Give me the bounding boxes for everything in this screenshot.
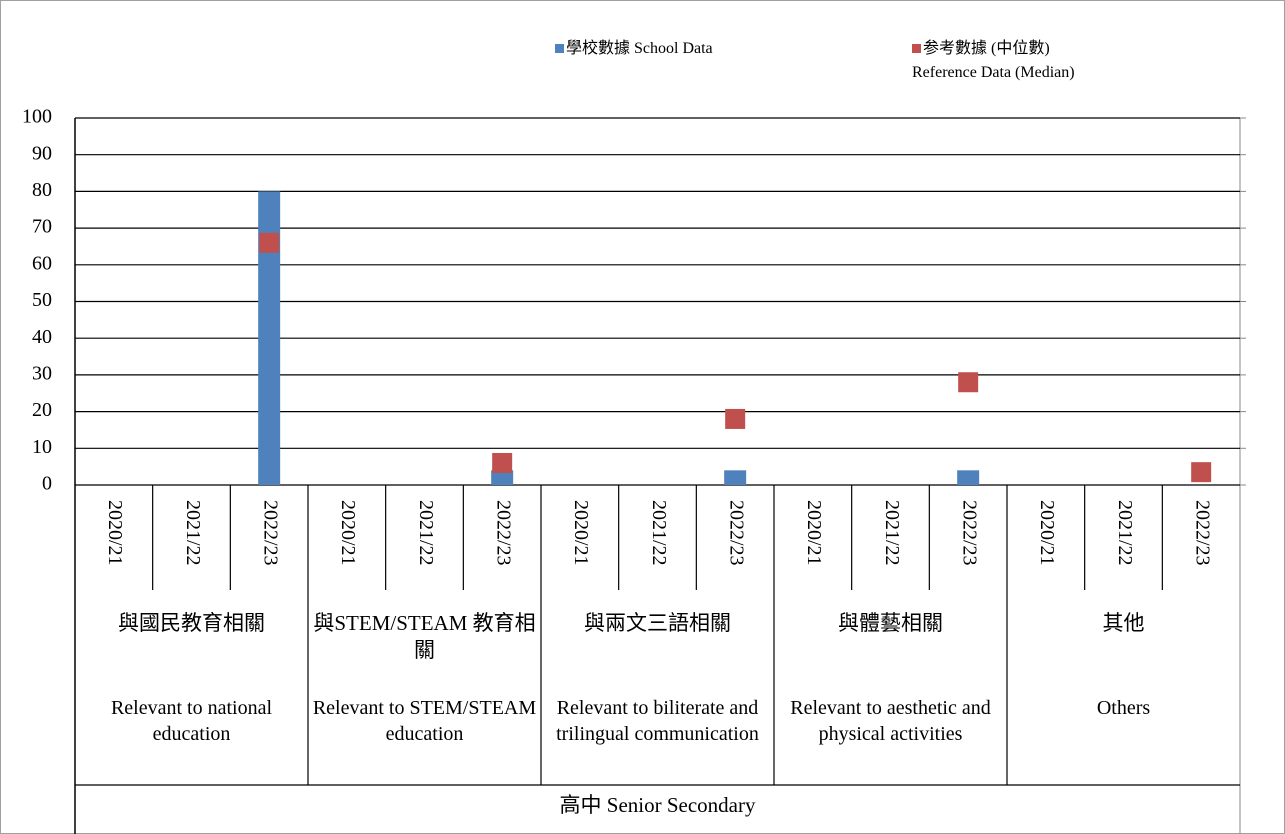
y-tick-label: 100 [22,106,52,128]
x-tick-label: 2022/23 [1192,500,1214,566]
legend-item: 参考數據 (中位數) Reference Data (Median) [912,37,1075,85]
x-tick-label: 2021/22 [415,500,437,566]
group-label-en: Relevant to biliterate and trilingual co… [556,697,759,745]
y-tick-label: 90 [32,142,52,164]
marker [492,452,513,473]
group-label-zh: 與STEM/STEAM 教育相關 [313,611,536,663]
x-tick-label: 2021/22 [182,500,204,566]
x-tick-label: 2020/21 [570,500,592,566]
y-tick-label: 20 [32,399,52,421]
marker [958,372,979,393]
legend-label: 學校數據 School Data [566,40,713,57]
x-tick-label: 2021/22 [1114,500,1136,566]
legend-label: 参考數據 (中位數) Reference Data (Median) [912,40,1075,81]
bar [491,470,514,485]
group-label-en: Relevant to STEM/STEAM education [312,697,537,745]
group-label-zh: 與體藝相關 [838,611,943,635]
bar [724,470,747,485]
y-tick-label: 60 [32,252,52,274]
group-label-zh: 其他 [1102,611,1145,635]
y-tick-label: 70 [32,216,52,238]
y-tick-label: 10 [32,436,52,458]
x-tick-label: 2021/22 [881,500,903,566]
y-tick-label: 80 [32,179,52,201]
x-tick-label: 2022/23 [260,500,282,566]
group-title: 高中 Senior Secondary [559,793,756,817]
group-label-zh: 與國民教育相關 [118,611,265,635]
x-tick-label: 2021/22 [648,500,670,566]
legend-swatch [555,44,564,53]
y-tick-label: 0 [42,473,52,495]
legend-item: 學校數據 School Data [555,37,713,61]
group-label-zh: 與兩文三語相關 [584,611,731,635]
x-tick-label: 2020/21 [337,500,359,566]
x-tick-label: 2020/21 [1036,500,1058,566]
x-tick-label: 2022/23 [726,500,748,566]
legend-swatch [912,44,921,53]
y-tick-label: 30 [32,362,52,384]
group-label-en: Relevant to national education [110,697,273,745]
y-tick-label: 40 [32,326,52,348]
x-tick-label: 2022/23 [959,500,981,566]
group-label-en: Others [1096,697,1151,719]
marker [1191,462,1212,483]
bar [957,470,980,485]
y-tick-label: 50 [32,289,52,311]
bar [258,191,281,485]
marker [259,232,280,253]
x-tick-label: 2022/23 [493,500,515,566]
x-tick-label: 2020/21 [104,500,126,566]
x-tick-label: 2020/21 [803,500,825,566]
group-label-en: Relevant to aesthetic and physical activ… [790,697,991,745]
marker [725,408,746,429]
